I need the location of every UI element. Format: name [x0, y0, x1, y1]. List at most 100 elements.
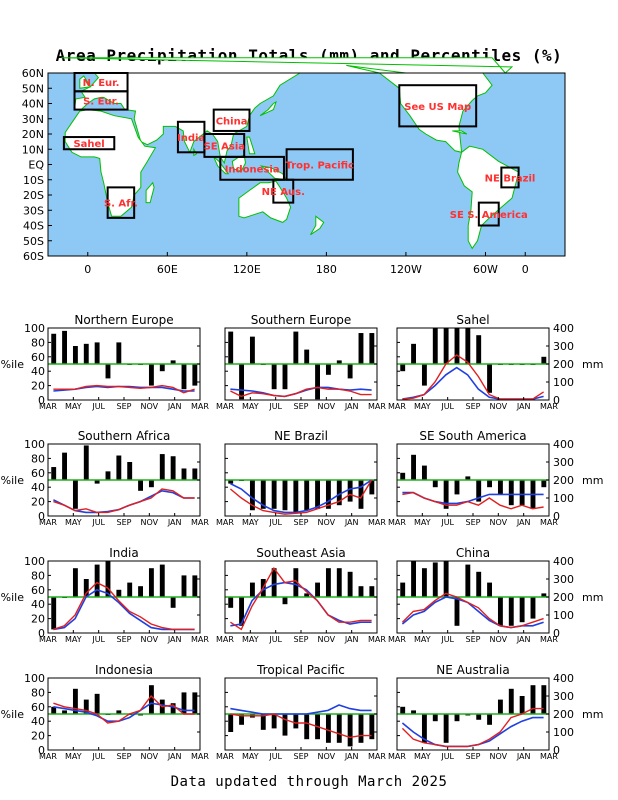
x-tick-label: NOV — [318, 752, 336, 761]
x-tick-label: NOV — [141, 635, 159, 644]
percentile-bar — [432, 328, 438, 364]
region-box — [285, 148, 354, 181]
percentile-bar — [541, 685, 547, 714]
normal-line — [53, 702, 195, 722]
percentile-bar — [94, 480, 100, 484]
percentile-bar — [476, 480, 482, 502]
percentile-bar — [260, 480, 266, 509]
left-tick-label: 60 — [31, 701, 45, 714]
percentile-bar — [421, 714, 427, 743]
left-tick-label: 0 — [38, 394, 45, 407]
lat-label: 20S — [23, 189, 44, 202]
percentile-bar — [336, 714, 342, 743]
region-label: Sahel — [73, 139, 104, 150]
percentile-bar — [347, 480, 353, 502]
percentile-bar — [116, 589, 122, 597]
normal-line — [230, 479, 373, 514]
region-label: S. Eur. — [83, 96, 119, 107]
x-tick-label: MAY — [242, 402, 259, 411]
x-tick-label: NOV — [141, 402, 159, 411]
observed-line — [402, 354, 544, 400]
percentile-bar — [369, 586, 375, 597]
percentile-bar — [315, 582, 320, 597]
percentile-bar — [105, 471, 111, 480]
percentile-bar — [476, 571, 482, 597]
region-label: N. Eur. — [83, 78, 120, 89]
lat-label: 40S — [23, 220, 44, 233]
percentile-bar — [148, 364, 154, 386]
percentile-bar — [465, 476, 471, 480]
percentile-bar — [519, 696, 525, 714]
percentile-bar — [497, 699, 503, 714]
observed-line — [53, 581, 195, 631]
percentile-bar — [400, 472, 406, 480]
lon-label: 120E — [233, 263, 261, 276]
panel-title: India — [109, 546, 138, 560]
percentile-bar — [282, 597, 288, 605]
right-axis-label: mm — [582, 358, 603, 371]
percentile-bar — [347, 714, 353, 747]
percentile-bar — [421, 465, 427, 480]
percentile-bar — [400, 364, 406, 372]
x-tick-label: SEP — [117, 752, 132, 761]
percentile-bar — [271, 568, 277, 597]
panel-title: NE Brazil — [274, 429, 328, 443]
right-tick-label: 0 — [553, 627, 560, 640]
x-tick-label: JUL — [268, 518, 282, 527]
percentile-bar — [325, 568, 331, 597]
x-tick-label: JAN — [344, 518, 359, 527]
left-tick-label: 80 — [31, 686, 45, 699]
left-tick-label: 20 — [31, 613, 45, 626]
x-tick-label: MAY — [65, 402, 82, 411]
left-axis-label: %ile — [1, 708, 25, 721]
world-map: 60N 50N 40N 30N 20N 10N EQ 10S 20S 30S 40S 50S 60S 0 6… — [22, 57, 566, 276]
right-tick-label: 100 — [553, 726, 574, 739]
percentile-bar — [432, 562, 438, 597]
percentile-bar — [62, 452, 67, 480]
left-tick-label: 80 — [31, 569, 45, 582]
percentile-bar — [72, 688, 78, 714]
x-tick-label: JUL — [440, 635, 454, 644]
percentile-bar — [282, 364, 288, 390]
x-tick-label: MAR — [39, 752, 57, 761]
percentile-bar — [369, 714, 375, 740]
percentile-bar — [159, 454, 165, 480]
lat-label: 10N — [22, 143, 44, 156]
percentile-bar — [94, 342, 100, 364]
percentile-bar — [159, 364, 165, 372]
x-tick-label: JAN — [344, 402, 359, 411]
right-tick-label: 200 — [553, 474, 574, 487]
right-tick-label: 100 — [553, 376, 574, 389]
x-tick-label: SEP — [294, 635, 309, 644]
x-tick-label: SEP — [466, 752, 481, 761]
lat-label: EQ — [28, 159, 44, 172]
normal-line — [230, 704, 372, 715]
panel-title: Southeast Asia — [256, 546, 346, 560]
x-tick-label: JAN — [167, 518, 182, 527]
percentile-bar — [228, 331, 234, 364]
x-tick-label: MAR — [368, 402, 386, 411]
x-tick-label: MAR — [388, 752, 406, 761]
percentile-bar — [358, 480, 364, 509]
land-south-america — [457, 145, 520, 250]
left-tick-label: 60 — [31, 584, 45, 597]
panel-southeast-asia: Southeast Asia MAR MAY JUL SEP NOV JAN MAR — [216, 546, 386, 644]
x-tick-label: SEP — [117, 402, 132, 411]
x-tick-label: JAN — [516, 518, 531, 527]
percentile-bar — [347, 364, 353, 379]
x-tick-label: MAY — [242, 752, 259, 761]
x-tick-label: MAY — [242, 635, 259, 644]
percentile-bar — [369, 480, 375, 495]
percentile-bar — [315, 364, 320, 400]
percentile-bar — [541, 480, 547, 488]
percentile-bar — [358, 333, 364, 364]
x-tick-label: JUL — [440, 518, 454, 527]
panel-tropical-pacific: Tropical Pacific MAR MAY JUL SEP NOV JAN MAR — [216, 663, 386, 761]
left-tick-label: 20 — [31, 496, 45, 509]
percentile-bar — [94, 564, 100, 597]
left-axis-label: %ile — [1, 358, 25, 371]
percentile-bar — [228, 714, 234, 732]
percentile-bar — [421, 364, 427, 386]
land-cuba — [452, 130, 468, 135]
x-tick-label: MAR — [191, 635, 209, 644]
